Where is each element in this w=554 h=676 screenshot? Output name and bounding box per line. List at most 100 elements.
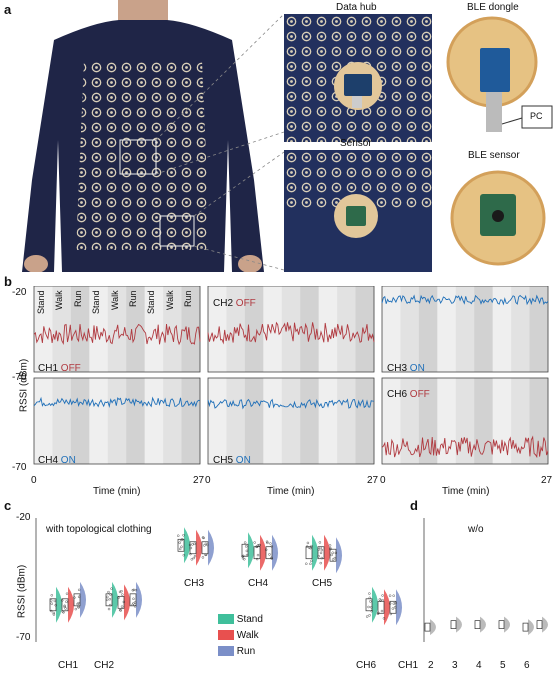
violin-ch3-walk [188,529,202,566]
data-point [193,554,197,558]
box [265,546,273,560]
data-point [190,558,194,561]
phase-band [437,286,457,372]
data-point [182,553,186,557]
data-point [201,536,205,539]
phase-band [300,286,320,372]
data-point [256,544,260,547]
data-point [377,611,380,615]
d-violin-0 [424,619,436,636]
data-point [50,609,53,613]
legend-stand: Stand [218,612,263,628]
panel-c-annotation: with topological clothing [46,524,152,535]
d-tick-6: 6 [524,660,530,671]
plot-frame [207,377,375,465]
data-point [317,555,320,558]
box [61,598,69,612]
phase-band [511,286,531,372]
data-point [256,553,260,557]
phase-band [300,378,320,464]
plot-frame [207,286,375,373]
data-point [306,541,310,545]
data-point [245,549,249,553]
data-point [245,553,249,557]
caption-data-hub: Data hub [336,2,377,13]
phase-band [263,286,283,372]
xlabel-2: Time (min) [267,486,315,497]
box [201,541,209,555]
data-point [331,551,334,554]
violin-ch2-run [129,581,142,618]
violin-ch1-run [73,581,86,618]
ble-dongle-illustration [446,16,553,132]
d-violin-1 [450,616,462,633]
violin-half [528,619,534,636]
panel-b-ytop-1: -20 [12,287,27,298]
data-point [382,617,386,620]
box [522,622,529,632]
rssi-plot-ch2 [207,286,375,373]
data-point [253,541,256,544]
data-point [319,551,323,555]
rssi-plot-ch6 [381,377,549,465]
data-point [310,544,313,548]
ch1-label: CH1 OFF [38,363,81,374]
phase-band [181,286,201,372]
data-point [122,600,126,604]
data-point [76,602,79,606]
data-point [243,541,247,544]
violin-ch1-walk [61,586,74,623]
box [498,620,505,629]
data-point [180,545,183,548]
ch6-label: CH6 OFF [387,389,430,400]
data-point [117,596,120,599]
violin-ch6-walk [376,589,390,626]
rssi-series-ch4 [33,396,201,408]
data-point [179,547,182,551]
phase-label: Stand [91,290,102,314]
data-point [381,594,384,597]
violin-half [260,534,266,571]
data-point [50,594,53,597]
phase-band [263,378,283,464]
box [329,548,337,562]
panel-d-plot [423,518,548,642]
data-point [255,545,258,548]
data-point [177,534,180,537]
violin-half [312,534,318,571]
data-point [178,541,181,544]
d-tick-4: 4 [476,660,482,671]
phase-band [355,286,375,372]
d-violin-3 [498,616,510,633]
phase-band [163,378,183,464]
data-point [192,556,196,560]
rssi-plot-ch4 [33,377,201,465]
violin-ch5-walk [317,534,330,571]
phase-label: Stand [36,290,46,314]
violin-ch2-walk [117,584,130,621]
phase-band [208,286,227,372]
data-point [77,606,80,609]
phase-band [400,378,420,464]
violin-half [80,581,86,618]
data-point [308,546,311,549]
legend: Stand Walk Run [218,612,263,660]
data-point [182,534,185,537]
phase-band [107,378,127,464]
panel-label-b: b [4,274,12,289]
data-point [264,548,268,551]
phase-band [208,378,227,464]
data-point [330,553,333,557]
phase-band [529,286,549,372]
xtick-27-3: 27 [541,475,553,486]
data-point [52,613,56,616]
data-point [120,589,123,593]
phase-band [226,378,246,464]
phase-band [226,286,246,372]
data-point [388,602,392,605]
phase-band [382,286,401,372]
data-point [270,545,274,548]
phase-labels: Stand Walk Run Stand Walk Run Stand Walk Run [34,290,200,334]
data-point [61,610,64,613]
data-point [268,553,271,556]
